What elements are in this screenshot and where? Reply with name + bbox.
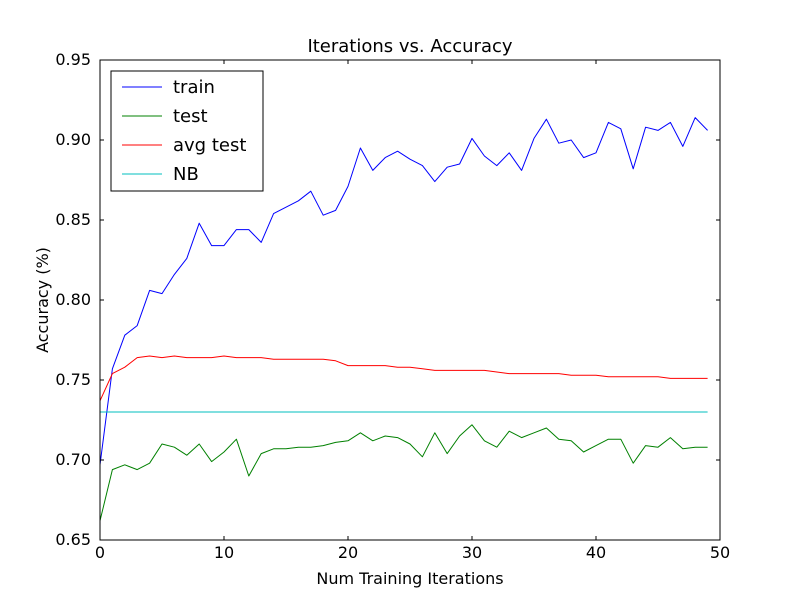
x-tick-label: 20 — [338, 543, 358, 562]
y-tick-label: 0.75 — [55, 370, 91, 389]
axes-group: 0 10 20 30 40 50 0.65 0.70 0.75 0.80 0.85 0.90 0.95 — [55, 50, 730, 562]
y-axis-label: Accuracy (%) — [33, 247, 52, 353]
legend-label-NB: NB — [173, 164, 199, 185]
plot-frame — [99, 59, 721, 541]
series-line-train — [99, 117, 708, 465]
legend-label-test: test — [173, 106, 208, 127]
y-tick-label: 0.85 — [55, 210, 91, 229]
x-tick-label: 40 — [586, 543, 606, 562]
x-axis-label: Num Training Iterations — [316, 569, 503, 588]
y-tick-label: 0.95 — [55, 50, 91, 69]
y-tick-label: 0.80 — [55, 290, 91, 309]
x-tick-label: 0 — [95, 543, 105, 562]
legend: train test avg test NB — [110, 70, 264, 192]
legend-box — [110, 70, 264, 192]
y-tick-label: 0.70 — [55, 450, 91, 469]
legend-label-train: train — [173, 77, 215, 98]
series-line-avg-test — [99, 355, 708, 402]
x-tick-label: 50 — [710, 543, 730, 562]
y-tick-label: 0.90 — [55, 130, 91, 149]
y-tick-label: 0.65 — [55, 530, 91, 549]
legend-label-avg-test: avg test — [173, 135, 246, 156]
x-tick-label: 30 — [462, 543, 482, 562]
x-tick-label: 10 — [214, 543, 234, 562]
series-line-test — [99, 424, 708, 521]
chart-title: Iterations vs. Accuracy — [307, 36, 512, 57]
